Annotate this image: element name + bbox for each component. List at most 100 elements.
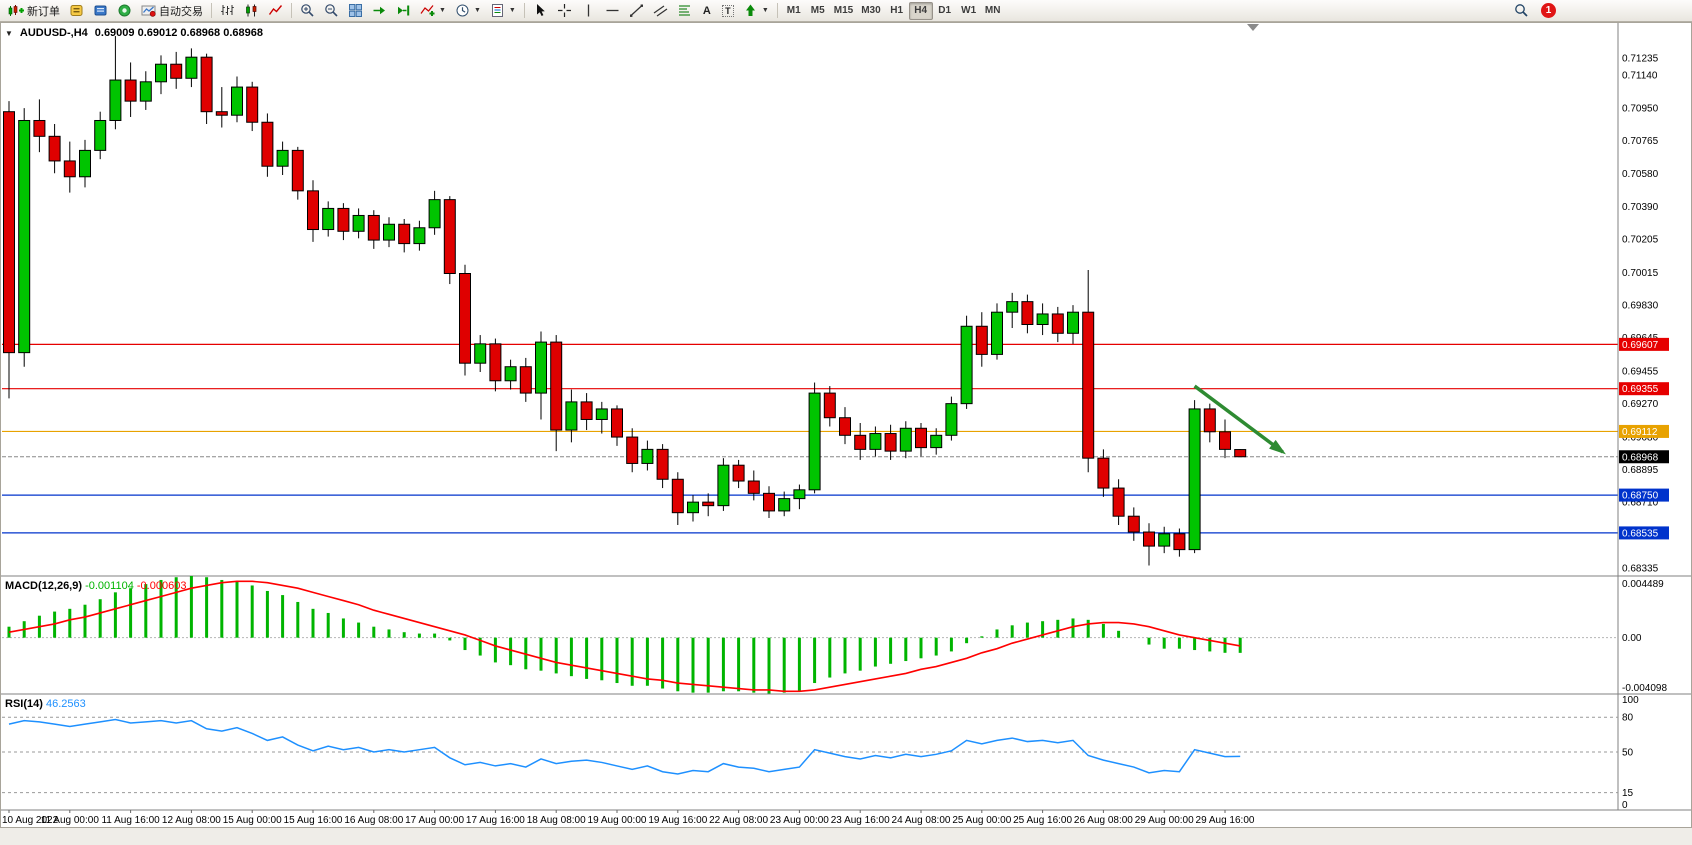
candle-body	[185, 56, 198, 79]
crosshair-button[interactable]	[553, 2, 576, 20]
search-button[interactable]	[1510, 2, 1533, 20]
print-button[interactable]	[89, 2, 112, 20]
candle-body	[1188, 408, 1201, 551]
candlestick-chart-button[interactable]	[240, 2, 263, 20]
bar-chart-button[interactable]	[216, 2, 239, 20]
candle-body	[1127, 515, 1140, 533]
candle-body	[975, 325, 988, 355]
macd-signal-line	[8, 580, 1241, 693]
tile-windows-icon	[349, 4, 362, 17]
time-axis-label: 12 Aug 08:00	[162, 815, 221, 826]
macd-signal-value: -0.000603	[136, 580, 187, 592]
bar-chart-icon	[221, 5, 234, 15]
fibonacci-button[interactable]	[673, 2, 696, 20]
time-axis-label: 22 Aug 08:00	[709, 815, 768, 826]
channel-button[interactable]	[649, 2, 672, 20]
candle-body	[1021, 301, 1034, 326]
zoom-in-icon	[301, 4, 314, 17]
price-axis-label: 0.69455	[1622, 367, 1659, 378]
timeframe-button-m30[interactable]: M30	[861, 5, 881, 16]
time-axis-label: 15 Aug 00:00	[223, 815, 282, 826]
time-axis-label: 19 Aug 00:00	[588, 815, 647, 826]
time-axis-label: 19 Aug 16:00	[648, 815, 707, 826]
metaeditor-button[interactable]	[65, 2, 88, 20]
timeframe-button-h1[interactable]: H1	[890, 5, 904, 16]
periods-button[interactable]: ▼	[451, 2, 485, 20]
candle-body	[930, 434, 943, 449]
candle-body	[1051, 313, 1064, 334]
crosshair-icon	[557, 4, 571, 17]
autotrading-button[interactable]: 自动交易	[137, 2, 207, 20]
candle-body	[1036, 313, 1049, 326]
toolbar-separator	[523, 3, 525, 18]
candle-body	[960, 325, 973, 405]
candle-body	[322, 207, 335, 231]
price-tag	[1619, 382, 1669, 396]
text-button[interactable]: A	[697, 2, 717, 20]
text-label-button[interactable]: T	[718, 2, 738, 20]
toolbar: 新订单 自动交易	[0, 0, 1692, 22]
toolbar-separator	[291, 3, 292, 18]
vertical-line-button[interactable]	[577, 2, 600, 20]
candle-body	[565, 401, 578, 431]
zoom-out-button[interactable]	[320, 2, 343, 20]
candle-body	[915, 427, 927, 449]
cursor-icon	[536, 4, 545, 16]
shapes-button[interactable]: ▼	[739, 2, 773, 20]
timeframe-button-m15[interactable]: M15	[833, 5, 854, 16]
one-click-trading-toggle[interactable]: ▼	[5, 28, 13, 38]
candle-body	[839, 417, 851, 436]
candle-body	[778, 498, 791, 512]
candle-body	[139, 81, 152, 102]
tile-windows-button[interactable]	[344, 2, 367, 20]
chart-shift-button[interactable]	[392, 2, 415, 20]
text-icon: A	[702, 4, 711, 17]
time-axis-label: 11 Aug 16:00	[101, 815, 160, 826]
price-axis-label: 0.71140	[1622, 70, 1658, 81]
timeframe-button-h4[interactable]: H4	[908, 1, 933, 20]
time-axis-label: 23 Aug 00:00	[770, 815, 829, 826]
price-axis-label: 0.68895	[1622, 465, 1659, 476]
trendline-button[interactable]	[625, 2, 648, 20]
candle-body	[763, 492, 775, 512]
templates-button[interactable]: ▼	[486, 2, 520, 20]
candle-body	[1234, 449, 1247, 458]
candle-body	[945, 403, 958, 436]
candle-body	[63, 160, 76, 178]
notification-badge[interactable]: 1	[1541, 3, 1556, 18]
timeframe-button-mn[interactable]: MN	[984, 5, 1001, 16]
time-axis-label: 29 Aug 16:00	[1196, 815, 1255, 826]
horizontal-line-button[interactable]	[601, 2, 624, 20]
trendline-icon	[629, 4, 643, 17]
toolbar-separator	[211, 3, 212, 18]
price-axis-label: 0.69080	[1622, 433, 1659, 444]
timeframe-button-m1[interactable]: M1	[786, 5, 801, 16]
candle-body	[1112, 487, 1125, 517]
timeframe-button-m5[interactable]: M5	[810, 5, 825, 16]
candle-body	[215, 111, 228, 116]
community-icon	[118, 4, 131, 17]
candle-body	[155, 63, 167, 83]
community-button[interactable]	[113, 2, 136, 20]
time-axis-label: 18 Aug 08:00	[527, 815, 586, 826]
indicators-button[interactable]: ▼	[416, 2, 450, 20]
line-chart-button[interactable]	[264, 2, 287, 20]
candle-body	[413, 227, 426, 245]
candle-body	[231, 86, 243, 116]
timeframe-button-w1[interactable]: W1	[961, 5, 977, 16]
auto-scroll-button[interactable]	[368, 2, 391, 20]
macd-indicator-label: MACD(12,26,9) -0.001104 -0.000603	[5, 580, 186, 592]
cursor-button[interactable]	[529, 2, 552, 20]
new-order-icon	[8, 4, 24, 16]
timeframe-button-d1[interactable]: D1	[938, 5, 952, 16]
time-axis-label: 25 Aug 16:00	[1013, 815, 1072, 826]
chart-shift-marker[interactable]	[1247, 24, 1259, 31]
indicator-axis-label: 0.00	[1622, 633, 1642, 644]
candle-body	[732, 464, 745, 482]
new-order-button[interactable]: 新订单	[4, 2, 64, 20]
zoom-in-button[interactable]	[296, 2, 319, 20]
candle-body	[519, 366, 532, 394]
candle-body	[656, 448, 669, 480]
